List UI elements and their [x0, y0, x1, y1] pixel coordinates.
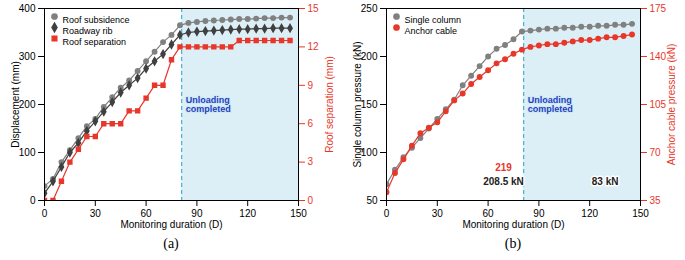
html-text:(b): (b) [504, 236, 522, 251]
svg-text:30: 30 [90, 208, 102, 219]
svg-text:Roof separation (mm): Roof separation (mm) [324, 56, 335, 153]
svg-text:83 kN: 83 kN [592, 176, 619, 187]
svg-text:Unloadingcompleted: Unloadingcompleted [528, 95, 573, 114]
svg-text:120: 120 [239, 208, 256, 219]
svg-text:60: 60 [483, 208, 495, 219]
svg-text:0: 0 [308, 195, 314, 206]
svg-text:30: 30 [432, 208, 444, 219]
svg-text:150: 150 [632, 208, 649, 219]
svg-text:6: 6 [308, 118, 314, 129]
svg-text:100: 100 [19, 147, 36, 158]
svg-text:Roadway rib: Roadway rib [63, 26, 113, 36]
svg-text:90: 90 [533, 208, 545, 219]
svg-text:200: 200 [361, 51, 378, 62]
svg-text:Roof separation: Roof separation [63, 37, 127, 47]
svg-text:Single column: Single column [405, 15, 462, 25]
svg-text:60: 60 [141, 208, 153, 219]
svg-text:120: 120 [581, 208, 598, 219]
svg-text:90: 90 [191, 208, 203, 219]
svg-text:Displacement (mm): Displacement (mm) [10, 61, 21, 148]
svg-text:9: 9 [308, 80, 314, 91]
svg-text:0: 0 [384, 208, 390, 219]
svg-text:50: 50 [366, 195, 378, 206]
svg-text:70: 70 [650, 147, 662, 158]
svg-text:100: 100 [361, 147, 378, 158]
svg-text:150: 150 [290, 208, 307, 219]
svg-text:Monitoring duration (D): Monitoring duration (D) [462, 219, 564, 230]
svg-text:175: 175 [650, 3, 667, 14]
svg-text:250: 250 [361, 3, 378, 14]
svg-text:140: 140 [650, 51, 667, 62]
svg-text:Unloadingcompleted: Unloadingcompleted [186, 95, 231, 114]
svg-text:35: 35 [650, 195, 662, 206]
svg-text:219: 219 [495, 162, 512, 173]
svg-text:105: 105 [650, 99, 667, 110]
svg-text:Roof subsidence: Roof subsidence [63, 15, 130, 25]
svg-text:15: 15 [308, 3, 320, 14]
svg-text:0: 0 [30, 195, 36, 206]
svg-text:208.5 kN: 208.5 kN [483, 176, 524, 187]
svg-text:200: 200 [19, 99, 36, 110]
svg-text:12: 12 [308, 41, 320, 52]
svg-text:3: 3 [308, 156, 314, 167]
svg-text:0: 0 [42, 208, 48, 219]
svg-text:Single column pressure (kN): Single column pressure (kN) [352, 41, 363, 167]
svg-text:300: 300 [19, 51, 36, 62]
svg-text:400: 400 [19, 3, 36, 14]
svg-text:150: 150 [361, 99, 378, 110]
svg-text:Monitoring duration (D): Monitoring duration (D) [120, 219, 222, 230]
svg-text:Anchor cable: Anchor cable [405, 26, 458, 36]
html-text:(a): (a) [163, 236, 179, 251]
svg-text:Anchor cable pressure (kN): Anchor cable pressure (kN) [666, 44, 677, 166]
